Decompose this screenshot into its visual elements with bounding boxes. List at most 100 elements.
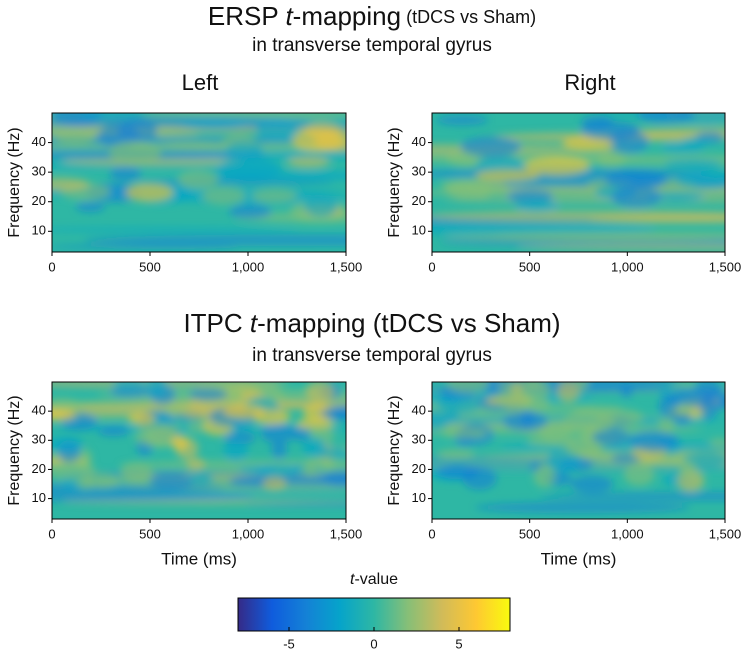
heatmap-blob [158,141,225,150]
x-tick-label: 0 [428,526,435,541]
section-title: ITPC t-mapping (tDCS vs Sham) [183,308,560,338]
heatmap-blob [171,434,189,451]
heatmap-blob [436,464,480,480]
x-tick-label: 500 [139,259,161,274]
heatmap-blob [52,436,84,451]
heatmap-blob [287,156,331,168]
heatmap-blob [292,426,311,442]
y-tick-label: 10 [412,223,426,238]
text-part: -value [354,571,398,588]
colorbar-tick-label: -5 [283,636,295,651]
heatmap-blob [254,464,302,478]
heatmap-band [83,234,346,247]
heatmap-blob [225,142,263,157]
y-tick-label: 20 [412,461,426,476]
heatmap-blob [674,404,694,415]
text-part: t [285,1,294,31]
plot-frame [51,381,347,520]
heatmap-blob [144,427,179,448]
heatmap-blob [446,382,491,394]
heatmap-blob [321,405,346,422]
heatmap-blob [636,113,696,124]
heatmap-blob [186,457,206,471]
heatmap [432,113,725,252]
heatmap-blob [228,204,272,219]
heatmap-blob [460,136,522,157]
heatmap-blob [251,188,298,203]
heatmap-blob [79,113,144,120]
heatmap-blob [145,382,167,398]
y-tick-label: 30 [32,432,46,447]
heatmap-blob [475,169,540,182]
heatmap-blob [664,158,722,169]
heatmap [52,382,346,519]
heatmap-blob [255,118,299,141]
heatmap-blob [262,476,287,491]
heatmap-blob [223,439,249,462]
y-tick-label: 20 [32,193,46,208]
heatmap-blob [441,428,488,439]
heatmap [432,382,725,519]
heatmap-blob [127,412,156,425]
text-part: t [250,308,259,338]
heatmap-band [540,491,725,501]
heatmap-blob [514,199,559,213]
heatmap [52,113,346,252]
heatmap-band [52,244,239,250]
heatmap-blob [562,136,614,151]
x-tick-label: 500 [519,259,541,274]
heatmap-blob [628,430,679,451]
heatmap-blob [679,460,696,478]
heatmap-blob [580,120,641,141]
x-axis-label: Time (ms) [161,549,237,568]
heatmap-blob [179,118,247,130]
x-axis-label: Time (ms) [541,549,617,568]
heatmap-blob [436,115,489,125]
heatmap-blob [623,463,655,486]
colorbar-tick-label: 0 [370,636,377,651]
y-tick-label: 10 [32,490,46,505]
y-axis-label: Frequency (Hz) [6,395,23,505]
heatmap-blob [271,441,288,459]
heatmap-blob [305,382,335,403]
heatmap-blob [295,417,335,431]
heatmap-blob [125,183,174,203]
y-tick-label: 40 [412,403,426,418]
colorbar-label: t-value [350,571,398,588]
heatmap-band [493,232,725,240]
heatmap-blob [201,186,246,205]
heatmap-blob [76,448,93,471]
heatmap-blob [574,382,589,391]
heatmap-blob [661,141,705,153]
heatmap-blob [562,410,615,433]
heatmap-blob [676,169,725,190]
section-subtitle: in transverse temporal gyrus [252,345,492,366]
heatmap-blob [658,394,679,419]
heatmap-blob [54,131,95,145]
heatmap-blob [187,472,214,486]
heatmap-band [516,243,725,251]
x-tick-label: 1,500 [709,259,742,274]
heatmap-texture [432,382,725,514]
heatmap-blob [303,196,338,218]
heatmap-blob [302,462,318,477]
y-tick-label: 30 [412,432,426,447]
colorbar-tick-label: 5 [455,636,462,651]
heatmap-blob [646,190,706,203]
heatmap-texture [52,113,346,250]
heatmap-blob [569,475,614,493]
plot-frame [431,381,726,520]
heatmap-band [243,502,346,507]
column-title: Left [182,70,219,95]
y-tick-label: 30 [412,164,426,179]
heatmap-blob [502,410,548,432]
heatmap-blob [97,425,130,437]
column-title: Right [564,70,615,95]
heatmap-blob [292,129,346,152]
heatmap-blob [620,385,633,398]
heatmap-blob [302,437,327,457]
x-tick-label: 1,000 [611,526,644,541]
heatmap-blob [557,382,580,403]
y-axis-label: Frequency (Hz) [6,127,23,237]
